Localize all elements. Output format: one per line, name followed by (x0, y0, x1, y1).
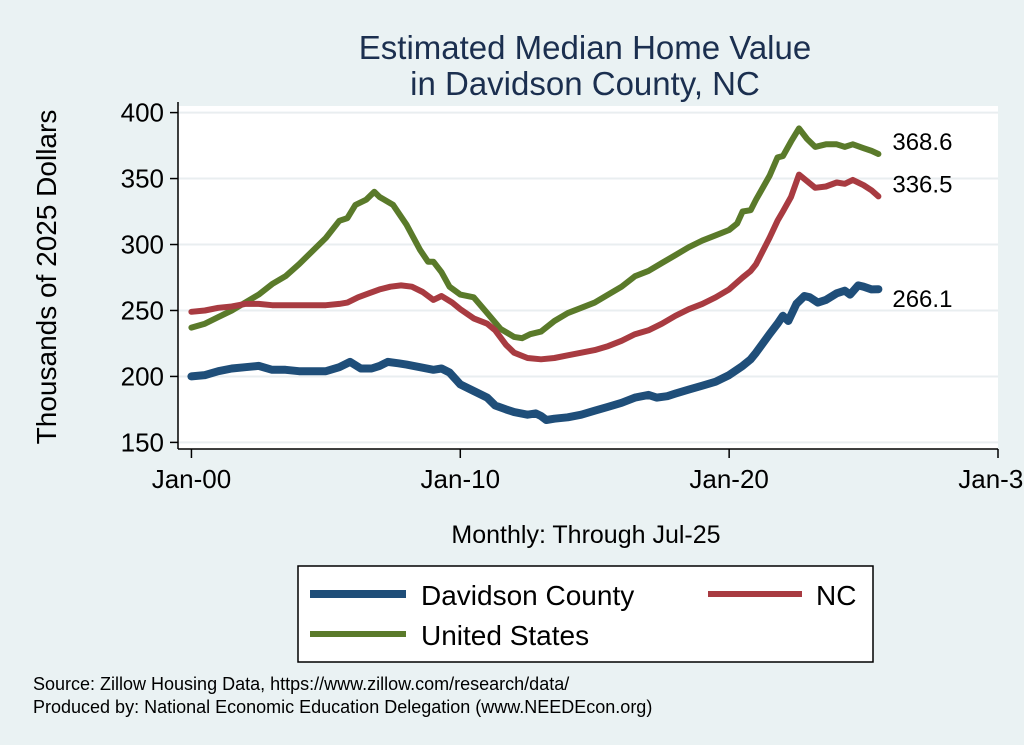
x-axis-title: Monthly: Through Jul-25 (451, 521, 720, 549)
gridlines (178, 111, 998, 444)
y-tick-label: 200 (121, 361, 164, 391)
legend: Davidson County NC United States (310, 580, 856, 651)
producer-note: Produced by: National Economic Education… (33, 697, 652, 717)
series-line-nc (188, 171, 882, 363)
y-tick-label: 400 (121, 98, 164, 128)
y-tick-label: 300 (121, 230, 164, 260)
series-line-davidson-county (187, 281, 883, 424)
end-label-nc: 336.5 (892, 171, 952, 198)
legend-box (297, 565, 874, 663)
source-note: Source: Zillow Housing Data, https://www… (33, 674, 569, 694)
legend-label: NC (816, 580, 856, 611)
end-label-united-states: 368.6 (892, 129, 952, 156)
x-tick-label: Jan-20 (689, 464, 769, 494)
y-tick-label: 350 (121, 164, 164, 194)
legend-label: Davidson County (421, 580, 634, 611)
x-tick-label: Jan-30 (958, 464, 1024, 494)
legend-label: United States (421, 620, 589, 651)
x-tick-label: Jan-00 (152, 464, 232, 494)
y-tick-label: 150 (121, 427, 164, 457)
series-line-united-states (188, 125, 882, 342)
end-label-davidson-county: 266.1 (892, 286, 952, 313)
chart-title-line1: Estimated Median Home Value (359, 29, 811, 66)
axes: 150 200 250 300 350 400 Jan-00 Jan-10 Jan-20 Jan-… (121, 98, 1024, 494)
chart-title-line2: in Davidson County, NC (410, 65, 760, 102)
end-labels: 368.6 336.5 266.1 (892, 129, 952, 313)
x-tick-label: Jan-10 (421, 464, 501, 494)
y-tick-label: 250 (121, 295, 164, 325)
series-lines (187, 125, 883, 424)
y-axis-title: Thousands of 2025 Dollars (31, 110, 62, 445)
plot-area (178, 106, 998, 449)
